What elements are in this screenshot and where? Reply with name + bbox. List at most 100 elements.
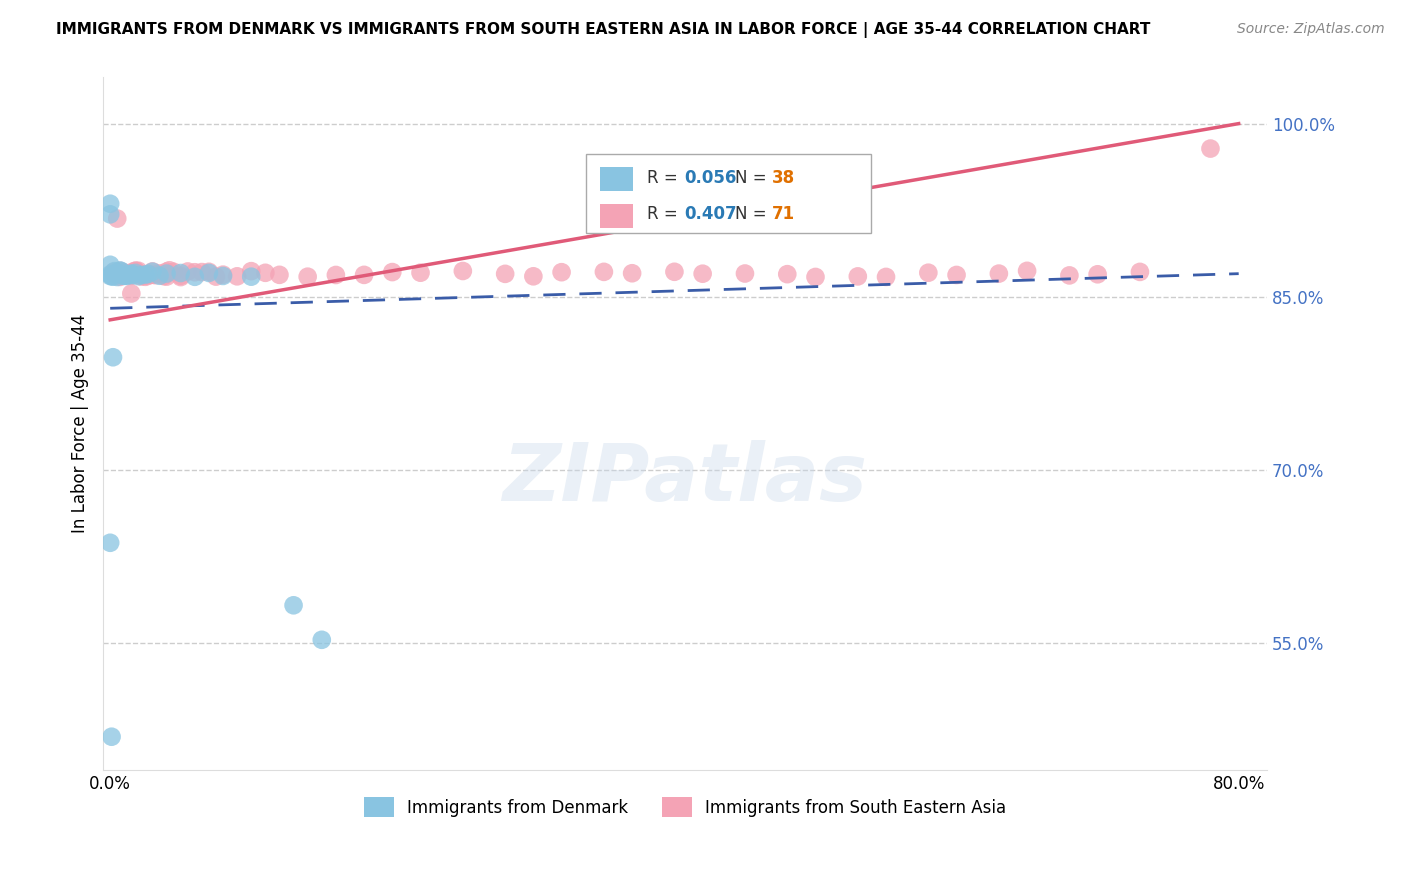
Point bbox=[98, 268, 121, 282]
FancyBboxPatch shape bbox=[586, 153, 872, 234]
Point bbox=[325, 268, 347, 282]
Point bbox=[776, 267, 799, 281]
Point bbox=[112, 268, 135, 283]
Point bbox=[311, 632, 333, 647]
Point bbox=[138, 268, 160, 283]
Point bbox=[184, 265, 207, 279]
Text: R =: R = bbox=[647, 205, 682, 223]
Point bbox=[240, 269, 263, 284]
Point bbox=[141, 265, 163, 279]
Text: IMMIGRANTS FROM DENMARK VS IMMIGRANTS FROM SOUTH EASTERN ASIA IN LABOR FORCE | A: IMMIGRANTS FROM DENMARK VS IMMIGRANTS FR… bbox=[56, 22, 1150, 38]
Point bbox=[134, 268, 156, 282]
Point bbox=[987, 267, 1010, 281]
Point bbox=[105, 266, 128, 280]
Point bbox=[155, 269, 177, 284]
Point bbox=[409, 266, 432, 280]
Point bbox=[110, 268, 132, 283]
Point bbox=[184, 269, 207, 284]
Point bbox=[550, 265, 572, 279]
Text: N =: N = bbox=[735, 169, 772, 186]
Point bbox=[105, 267, 128, 281]
Point bbox=[212, 268, 235, 282]
Point bbox=[846, 269, 869, 284]
Point bbox=[124, 263, 146, 277]
Point bbox=[148, 268, 170, 283]
Point bbox=[108, 269, 131, 284]
Y-axis label: In Labor Force | Age 35-44: In Labor Force | Age 35-44 bbox=[72, 314, 89, 533]
Point bbox=[240, 264, 263, 278]
Point bbox=[124, 264, 146, 278]
Point bbox=[198, 265, 221, 279]
Point bbox=[98, 207, 121, 221]
Point bbox=[129, 268, 152, 282]
Point bbox=[120, 286, 142, 301]
Point bbox=[98, 535, 121, 549]
Point bbox=[101, 269, 124, 284]
Point bbox=[120, 267, 142, 281]
Text: N =: N = bbox=[735, 205, 772, 223]
Point bbox=[593, 265, 616, 279]
Point bbox=[1199, 142, 1222, 156]
Point bbox=[127, 264, 149, 278]
Point bbox=[212, 268, 235, 283]
Point bbox=[1129, 265, 1152, 279]
Point bbox=[98, 258, 121, 272]
Point bbox=[120, 268, 142, 283]
Point bbox=[134, 268, 156, 283]
Point bbox=[117, 268, 139, 282]
Point bbox=[170, 270, 193, 285]
Point bbox=[105, 270, 128, 285]
Point bbox=[101, 351, 124, 365]
Bar bbox=[600, 167, 633, 192]
Point bbox=[112, 268, 135, 283]
Point bbox=[127, 269, 149, 284]
Text: 0.056: 0.056 bbox=[683, 169, 737, 186]
Point bbox=[254, 266, 277, 280]
Text: 71: 71 bbox=[772, 205, 796, 223]
Point bbox=[353, 268, 375, 282]
Point bbox=[127, 266, 149, 280]
Point bbox=[664, 265, 686, 279]
Point bbox=[124, 266, 146, 280]
Point bbox=[134, 269, 156, 284]
Point bbox=[101, 265, 124, 279]
Text: R =: R = bbox=[647, 169, 682, 186]
Point bbox=[110, 264, 132, 278]
Point bbox=[804, 269, 827, 284]
Point bbox=[170, 266, 193, 280]
Point bbox=[103, 267, 125, 281]
Point bbox=[100, 730, 122, 744]
Point bbox=[283, 599, 305, 613]
Point bbox=[141, 264, 163, 278]
Point bbox=[297, 269, 319, 284]
Point bbox=[152, 269, 174, 284]
Point bbox=[945, 268, 967, 282]
Point bbox=[112, 268, 135, 282]
Point bbox=[108, 264, 131, 278]
Point bbox=[103, 264, 125, 278]
Point bbox=[522, 269, 544, 284]
Point bbox=[100, 268, 122, 283]
Point bbox=[269, 268, 291, 282]
Text: ZIPatlas: ZIPatlas bbox=[502, 440, 868, 518]
Point bbox=[115, 267, 138, 281]
Point bbox=[159, 263, 181, 277]
Point bbox=[98, 196, 121, 211]
Point bbox=[163, 265, 186, 279]
Point bbox=[120, 267, 142, 281]
Bar bbox=[600, 203, 633, 228]
Point bbox=[451, 264, 474, 278]
Point bbox=[121, 265, 143, 279]
Point bbox=[875, 269, 897, 284]
Point bbox=[226, 269, 249, 284]
Point bbox=[136, 268, 159, 282]
Point bbox=[734, 267, 756, 281]
Point bbox=[692, 267, 714, 281]
Point bbox=[177, 264, 200, 278]
Point bbox=[105, 211, 128, 226]
Point bbox=[108, 263, 131, 277]
Point bbox=[155, 267, 177, 281]
Legend: Immigrants from Denmark, Immigrants from South Eastern Asia: Immigrants from Denmark, Immigrants from… bbox=[357, 790, 1012, 824]
Point bbox=[1087, 267, 1109, 281]
Point bbox=[136, 267, 159, 281]
